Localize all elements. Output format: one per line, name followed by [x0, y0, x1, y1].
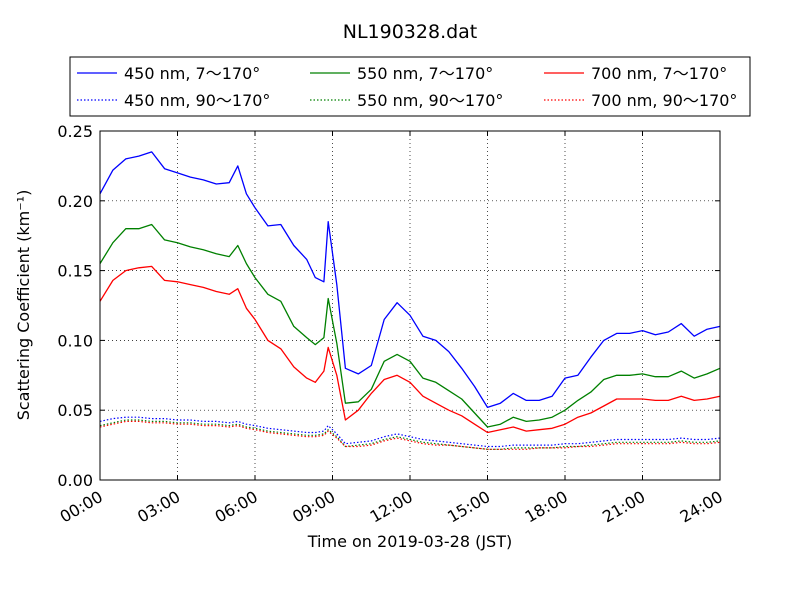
x-tick-label: 15:00	[444, 487, 493, 527]
y-tick-label: 0.25	[57, 122, 93, 141]
x-tick-label: 12:00	[367, 487, 416, 527]
x-tick-label: 03:00	[134, 487, 183, 527]
x-tick-label: 09:00	[289, 487, 338, 527]
y-axis-label: Scattering Coefficient (km⁻¹)	[14, 190, 33, 421]
series-line-1	[99, 223, 721, 428]
y-tick-label: 0.00	[57, 471, 93, 490]
series-line-4	[99, 419, 721, 450]
series-line-2	[99, 265, 721, 434]
x-tick-label: 06:00	[212, 487, 261, 527]
y-tick-label: 0.15	[57, 262, 93, 281]
series-layer	[99, 151, 721, 450]
legend-label: 700 nm, 7～170°	[591, 64, 727, 83]
y-tick-label: 0.05	[57, 401, 93, 420]
legend-label: 550 nm, 7～170°	[357, 64, 493, 83]
legend-label: 450 nm, 90～170°	[124, 91, 270, 110]
x-tick-label: 24:00	[677, 487, 726, 527]
legend-label: 700 nm, 90～170°	[591, 91, 737, 110]
x-tick-label: 00:00	[57, 487, 106, 527]
series-line-5	[99, 420, 721, 450]
y-tick-label: 0.20	[57, 192, 93, 211]
legend-box	[69, 56, 751, 117]
axis-ticks: 0.00 0.05 0.10 0.15 0.20 0.25 00:00 03:00 06:00 0…	[57, 122, 726, 527]
series-line-3	[99, 416, 721, 448]
series-line-0	[99, 151, 721, 409]
legend-label: 550 nm, 90～170°	[357, 91, 503, 110]
x-tick-label: 21:00	[599, 487, 648, 527]
chart-title: NL190328.dat	[343, 21, 478, 43]
x-axis-label: Time on 2019-03-28 (JST)	[307, 532, 512, 551]
legend-label: 450 nm, 7～170°	[124, 64, 260, 83]
y-tick-label: 0.10	[57, 331, 93, 350]
grid-lines	[100, 131, 720, 480]
legend: 450 nm, 7～170° 550 nm, 7～170° 700 nm, 7～17…	[69, 56, 751, 117]
x-tick-label: 18:00	[522, 487, 571, 527]
